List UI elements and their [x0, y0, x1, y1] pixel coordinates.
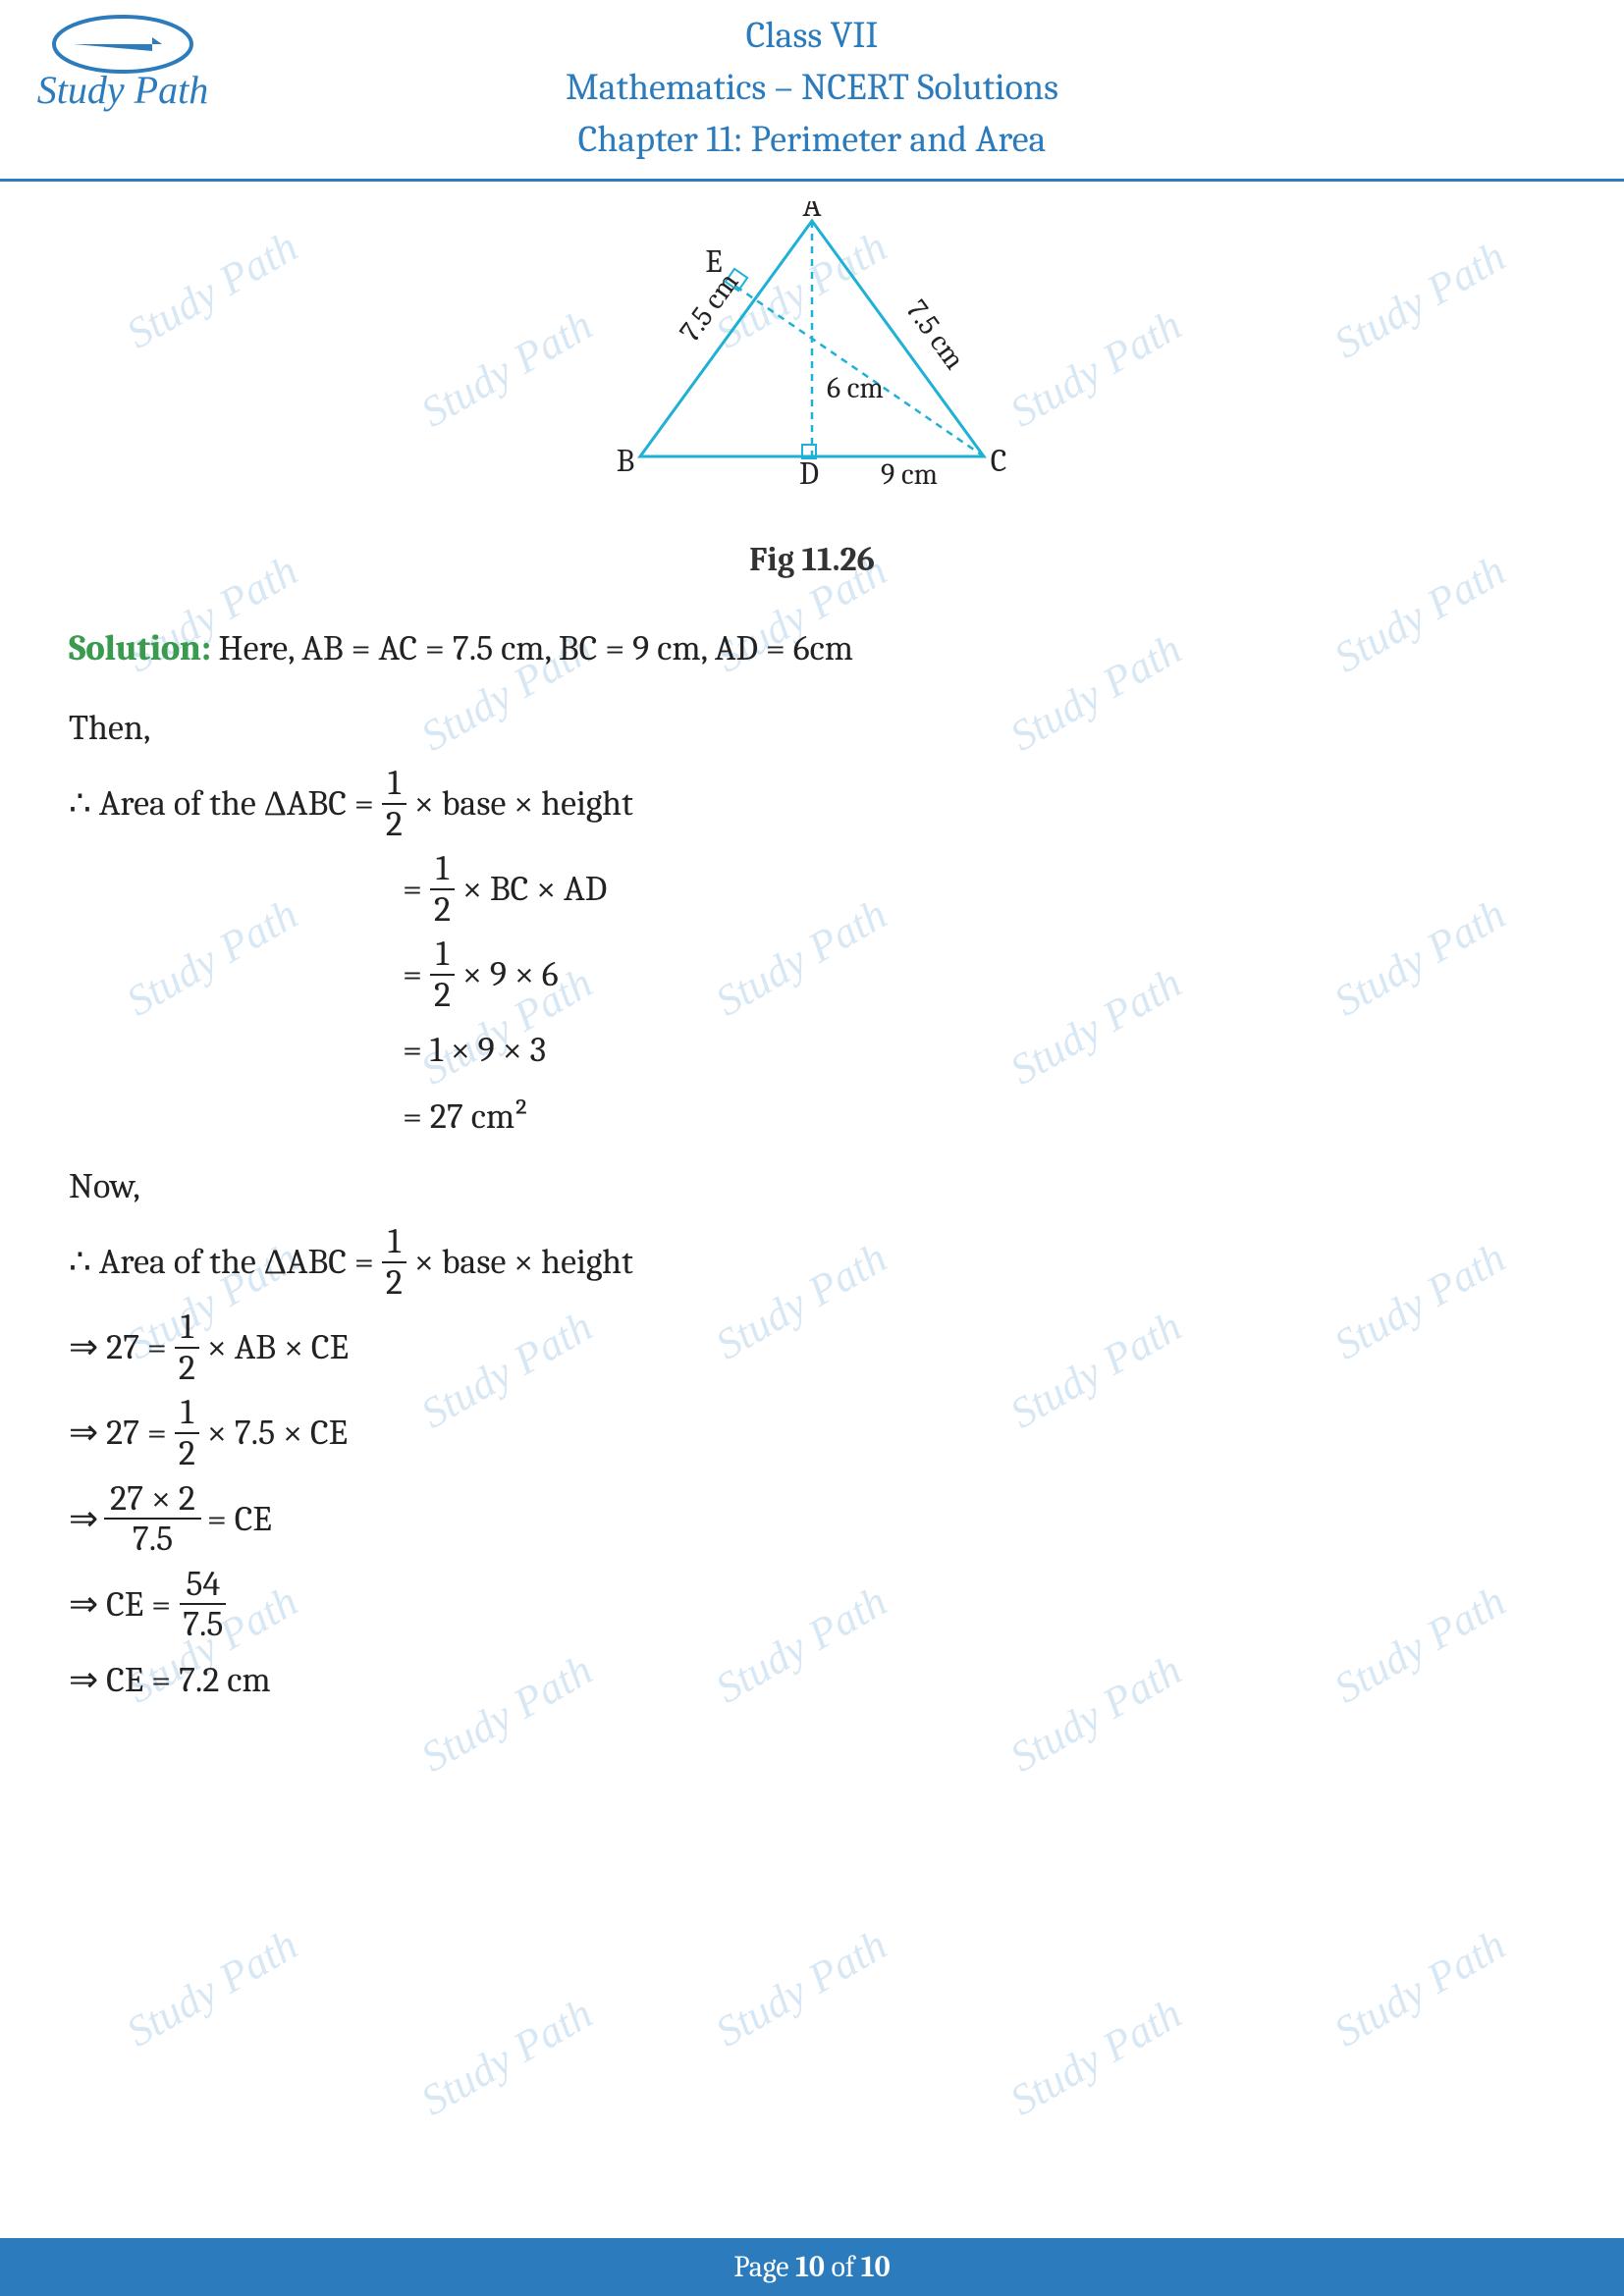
- step-10: ⇒ CE = 7.2 cm: [69, 1650, 1555, 1710]
- step-8: ⇒ 27 × 27.5 = CE: [69, 1479, 1555, 1559]
- area-formula-1: ∴ Area of the ΔABC = 12 × base × height: [69, 764, 1555, 843]
- step-6: ⇒ 27 = 12 × AB × CE: [69, 1308, 1555, 1387]
- svg-text:6 cm: 6 cm: [827, 371, 884, 405]
- then-label: Then,: [69, 698, 1555, 758]
- step-5: = 27 cm²: [69, 1087, 1555, 1147]
- solution-label: Solution:: [69, 628, 211, 668]
- svg-text:Study Path: Study Path: [37, 68, 208, 112]
- svg-text:9 cm: 9 cm: [881, 457, 938, 492]
- header-subject: Mathematics – NCERT Solutions: [0, 62, 1624, 114]
- page-content: A B C D E 7.5 cm 7.5 cm 6 cm 9 cm Fig 11…: [0, 182, 1624, 1711]
- svg-text:C: C: [991, 443, 1007, 479]
- svg-text:B: B: [617, 443, 635, 479]
- step-4: = 1 × 9 × 3: [69, 1020, 1555, 1080]
- svg-text:D: D: [799, 455, 819, 492]
- area-formula-2: ∴ Area of the ΔABC = 12 × base × height: [69, 1222, 1555, 1302]
- page-header: Study Path Class VII Mathematics – NCERT…: [0, 0, 1624, 182]
- logo: Study Path: [34, 10, 211, 118]
- svg-text:7.5 cm: 7.5 cm: [899, 294, 972, 376]
- svg-text:7.5 cm: 7.5 cm: [673, 265, 745, 347]
- svg-text:A: A: [802, 201, 822, 224]
- figure-caption: Fig 11.26: [69, 532, 1555, 589]
- figure: A B C D E 7.5 cm 7.5 cm 6 cm 9 cm Fig 11…: [69, 201, 1555, 589]
- header-chapter: Chapter 11: Perimeter and Area: [0, 114, 1624, 166]
- header-class: Class VII: [0, 10, 1624, 62]
- step-2: = 12 × BC × AD: [69, 849, 1555, 929]
- triangle-diagram: A B C D E 7.5 cm 7.5 cm 6 cm 9 cm: [581, 201, 1043, 506]
- step-7: ⇒ 27 = 12 × 7.5 × CE: [69, 1393, 1555, 1472]
- now-label: Now,: [69, 1156, 1555, 1216]
- fraction-half: 12: [380, 764, 408, 843]
- page-footer: Page 10 of 10: [0, 2238, 1624, 2296]
- step-3: = 12 × 9 × 6: [69, 934, 1555, 1014]
- solution-given: Solution: Here, AB = AC = 7.5 cm, BC = 9…: [69, 618, 1555, 678]
- step-9: ⇒ CE = 547.5: [69, 1565, 1555, 1644]
